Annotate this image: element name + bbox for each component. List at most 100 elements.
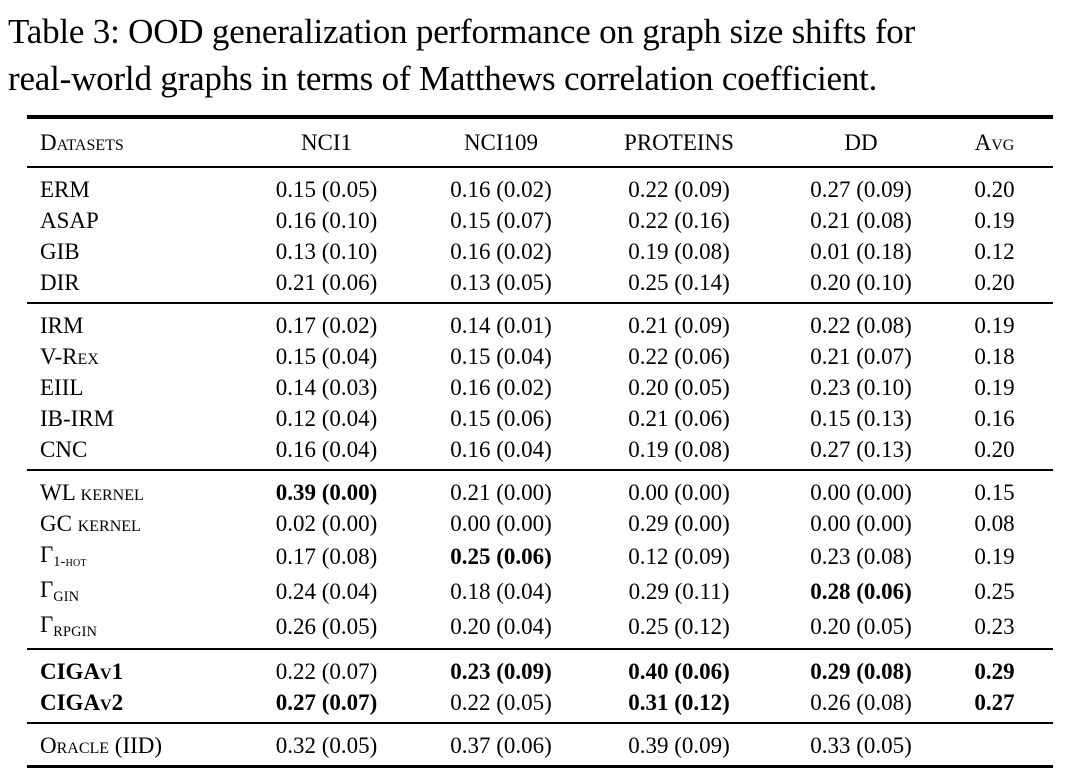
row-label: CNC	[40, 437, 88, 462]
cell-value: 0.18 (0.04)	[450, 579, 552, 604]
cell-value: 0.33 (0.05)	[810, 733, 912, 758]
results-table: Datasets NCI1 NCI109 PROTEINS DD Avg ERM 0.15…	[27, 115, 1053, 768]
row-label: WL kernel	[40, 480, 144, 505]
cell-value: 0.20 (0.10)	[810, 270, 912, 295]
cell-value: 0.27 (0.07)	[275, 690, 378, 715]
cell-value: 0.29 (0.00)	[628, 511, 730, 536]
header-col-dd: DD	[844, 130, 878, 155]
table-row: Γ1-hot 0.17 (0.08) 0.25 (0.06) 0.12 (0.09) 0…	[27, 539, 1053, 574]
row-label: ASAP	[40, 208, 99, 233]
group-oracle: Oracle (IID) 0.32 (0.05) 0.37 (0.06) 0.39 (…	[27, 723, 1053, 768]
row-label: ERM	[40, 177, 90, 202]
table-row: CIGAv2 0.27 (0.07) 0.22 (0.05) 0.31 (0.12) 0…	[27, 687, 1053, 723]
cell-value: 0.19 (0.08)	[628, 239, 730, 264]
cell-value: 0.16 (0.10)	[275, 208, 378, 233]
cell-value: 0.20	[974, 177, 1015, 202]
cell-value: 0.00 (0.00)	[810, 480, 912, 505]
cell-value: 0.20	[974, 270, 1015, 295]
table-row: ERM 0.15 (0.05) 0.16 (0.02) 0.22 (0.09) 0.27…	[27, 167, 1053, 205]
cell-value: 0.14 (0.01)	[450, 313, 552, 338]
row-label: EIIL	[40, 375, 84, 400]
cell-value: 0.19	[974, 375, 1015, 400]
group-ciga-methods: CIGAv1 0.22 (0.07) 0.23 (0.09) 0.40 (0.06) 0…	[27, 649, 1053, 723]
table-row: GC kernel 0.02 (0.00) 0.00 (0.00) 0.29 (0.0…	[27, 508, 1053, 539]
row-label-subscript: 1-hot	[53, 553, 87, 570]
cell-value: 0.22 (0.16)	[628, 208, 730, 233]
document-page: Table 3: OOD generalization performance …	[0, 8, 1080, 768]
cell-value: 0.21 (0.00)	[450, 480, 552, 505]
cell-value: 0.27 (0.09)	[810, 177, 912, 202]
cell-value: 0.15 (0.06)	[450, 406, 552, 431]
cell-value: 0.12 (0.09)	[628, 544, 730, 569]
cell-value: 0.15 (0.05)	[275, 177, 378, 202]
cell-value: 0.16	[974, 406, 1015, 431]
cell-value: 0.19	[974, 208, 1015, 233]
cell-value: 0.39 (0.09)	[628, 733, 730, 758]
cell-value: 0.32 (0.05)	[275, 733, 378, 758]
table-row: GIB 0.13 (0.10) 0.16 (0.02) 0.19 (0.08) 0.01…	[27, 236, 1053, 267]
cell-value: 0.26 (0.08)	[810, 690, 912, 715]
header-col-nci1: NCI1	[300, 130, 353, 155]
row-label-subscript: GIN	[53, 588, 80, 605]
cell-value: 0.27 (0.13)	[810, 437, 912, 462]
row-label-subscript: RPGIN	[53, 623, 98, 640]
header-datasets: Datasets	[40, 130, 124, 155]
cell-value: 0.01 (0.18)	[810, 239, 912, 264]
cell-value: 0.24 (0.04)	[275, 579, 378, 604]
row-label: ΓGIN	[40, 577, 80, 605]
table-row: Oracle (IID) 0.32 (0.05) 0.37 (0.06) 0.39 (…	[27, 723, 1053, 768]
cell-value: 0.19	[974, 313, 1015, 338]
cell-value: 0.16 (0.04)	[450, 437, 552, 462]
row-label: IRM	[40, 313, 84, 338]
cell-value: 0.20 (0.04)	[450, 614, 552, 639]
cell-value: 0.15 (0.04)	[450, 344, 552, 369]
row-label: V-Rex	[40, 344, 99, 369]
cell-value: 0.19 (0.08)	[628, 437, 730, 462]
table-row: EIIL 0.14 (0.03) 0.16 (0.02) 0.20 (0.05) 0.2…	[27, 372, 1053, 403]
cell-value: 0.25 (0.14)	[628, 270, 730, 295]
header-col-proteins: PROTEINS	[624, 130, 734, 155]
cell-value: 0.00 (0.00)	[628, 480, 730, 505]
cell-value: 0.22 (0.07)	[275, 659, 378, 684]
row-label: GC kernel	[40, 511, 141, 536]
table-row: WL kernel 0.39 (0.00) 0.21 (0.00) 0.00 (0.0…	[27, 470, 1053, 508]
cell-value: 0.21 (0.06)	[628, 406, 730, 431]
row-label: DIR	[40, 270, 80, 295]
cell-value: 0.16 (0.02)	[450, 177, 552, 202]
cell-value: 0.40 (0.06)	[628, 659, 730, 684]
caption-line-2: real-world graphs in terms of Matthews c…	[8, 59, 878, 98]
cell-value: 0.29	[974, 659, 1015, 684]
cell-value: 0.23 (0.08)	[810, 544, 912, 569]
cell-value: 0.17 (0.02)	[275, 313, 378, 338]
cell-value: 0.27	[974, 690, 1015, 715]
header-col-avg: Avg	[974, 130, 1015, 155]
group-kernel-and-expressive-gnn-baselines: WL kernel 0.39 (0.00) 0.21 (0.00) 0.00 (0.0…	[27, 470, 1053, 649]
table-row: DIR 0.21 (0.06) 0.13 (0.05) 0.25 (0.14) 0.20…	[27, 267, 1053, 303]
cell-value: 0.16 (0.04)	[275, 437, 378, 462]
cell-value: 0.22 (0.09)	[628, 177, 730, 202]
cell-value: 0.23 (0.09)	[450, 659, 552, 684]
cell-value: 0.26 (0.05)	[275, 614, 378, 639]
cell-value: 0.23 (0.10)	[810, 375, 912, 400]
cell-value: 0.18	[974, 344, 1015, 369]
group-invariant-learning-baselines: IRM 0.17 (0.02) 0.14 (0.01) 0.21 (0.09) 0.22…	[27, 303, 1053, 470]
cell-value: 0.00 (0.00)	[450, 511, 552, 536]
table-row: CIGAv1 0.22 (0.07) 0.23 (0.09) 0.40 (0.06) 0…	[27, 649, 1053, 687]
table-row: CNC 0.16 (0.04) 0.16 (0.04) 0.19 (0.08) 0.27…	[27, 434, 1053, 470]
cell-value: 0.15 (0.13)	[810, 406, 912, 431]
cell-value: 0.20	[974, 437, 1015, 462]
cell-value: 0.28 (0.06)	[810, 579, 912, 604]
cell-value: 0.15	[974, 480, 1015, 505]
cell-value: 0.22 (0.06)	[628, 344, 730, 369]
table-row: V-Rex 0.15 (0.04) 0.15 (0.04) 0.22 (0.06) 0.…	[27, 341, 1053, 372]
cell-value: 0.21 (0.06)	[275, 270, 378, 295]
table-row: ΓGIN 0.24 (0.04) 0.18 (0.04) 0.29 (0.11) 0.2…	[27, 574, 1053, 609]
cell-value: 0.22 (0.08)	[810, 313, 912, 338]
cell-value: 0.16 (0.02)	[450, 239, 552, 264]
cell-value: 0.16 (0.02)	[450, 375, 552, 400]
table-row: IRM 0.17 (0.02) 0.14 (0.01) 0.21 (0.09) 0.22…	[27, 303, 1053, 341]
cell-value: 0.19	[974, 544, 1015, 569]
cell-value: 0.13 (0.05)	[450, 270, 552, 295]
row-label: CIGAv2	[40, 690, 124, 715]
cell-value: 0.20 (0.05)	[628, 375, 730, 400]
